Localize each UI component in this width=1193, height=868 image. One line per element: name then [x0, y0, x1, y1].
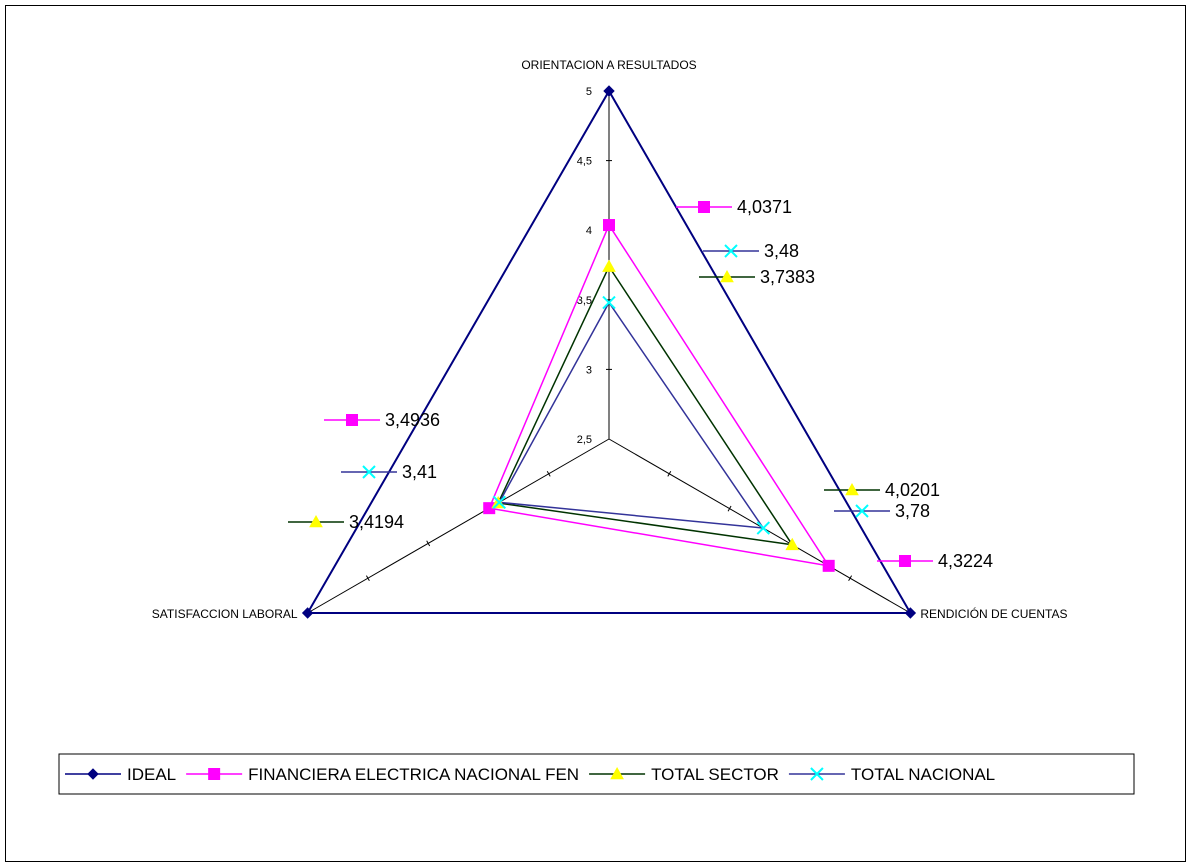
- data-label-financiera-electrica-nacional-fen-3: 3,4936: [385, 410, 440, 430]
- legend-label-financiera-electrica-nacional-fen: FINANCIERA ELECTRICA NACIONAL FEN: [248, 765, 579, 784]
- data-label-total-sector-3: 3,4194: [349, 512, 404, 532]
- tick-label: 4,5: [577, 156, 592, 168]
- data-label-marker: [724, 244, 738, 258]
- data-point-total-nacional-2: [756, 521, 771, 535]
- data-label-total-nacional-3: 3,41: [402, 462, 437, 482]
- data-point-financiera-electrica-nacional-fen-1: [603, 219, 615, 232]
- data-point-ideal-1: [603, 85, 615, 97]
- axis-tick-mark: [848, 575, 853, 582]
- legend-marker-financiera-electrica-nacional-fen: [208, 768, 221, 780]
- tick-label: 2,5: [577, 434, 592, 446]
- legend-label-total-nacional: TOTAL NACIONAL: [851, 765, 995, 784]
- axis-spoke-satisfaccion-laboral: [307, 438, 610, 614]
- data-label-marker: [845, 482, 859, 496]
- data-label-marker: [362, 465, 376, 479]
- tick-label: 3,5: [577, 295, 592, 307]
- data-point-total-nacional-3: [492, 495, 507, 510]
- legend-marker-total-sector: [610, 766, 624, 780]
- series-line-total-sector: [497, 265, 794, 546]
- data-point-total-sector-2: [785, 537, 800, 551]
- data-label-total-nacional-2: 3,78: [895, 501, 930, 521]
- data-label-total-sector-1: 3,7383: [760, 267, 815, 287]
- chart-frame: [5, 5, 1186, 862]
- axis-label-rendicion-de-cuentas: RENDICIÓN DE CUENTAS: [920, 606, 1067, 621]
- data-point-financiera-electrica-nacional-fen-2: [822, 559, 835, 572]
- data-label-financiera-electrica-nacional-fen-1: 4,0371: [737, 197, 792, 217]
- tick-label: 3: [586, 364, 592, 376]
- axis-tick-mark: [365, 575, 370, 582]
- data-label-total-sector-2: 4,0201: [885, 480, 940, 500]
- data-label-marker: [346, 414, 358, 426]
- data-label-marker: [855, 504, 869, 518]
- axis-spoke-rendicion-de-cuentas: [608, 438, 911, 614]
- data-point-ideal-2: [904, 607, 917, 619]
- axis-label-satisfaccion-laboral: SATISFACCION LABORAL: [152, 607, 298, 621]
- series-line-financiera-electrica-nacional-fen: [488, 223, 831, 567]
- axis-tick-mark: [727, 505, 732, 512]
- data-label-marker: [698, 201, 710, 213]
- tick-label: 4: [586, 225, 592, 237]
- data-point-ideal-3: [301, 607, 314, 619]
- axis-tick-mark: [426, 540, 431, 547]
- legend-label-total-sector: TOTAL SECTOR: [651, 765, 779, 784]
- data-label-total-nacional-1: 3,48: [764, 241, 799, 261]
- data-label-marker: [899, 555, 911, 567]
- legend-marker-total-nacional: [810, 767, 824, 781]
- axis-tick-mark: [667, 470, 672, 477]
- data-label-financiera-electrica-nacional-fen-2: 4,3224: [938, 551, 993, 571]
- data-point-total-sector-1: [602, 259, 616, 272]
- axis-label-orientacion-a-resultados: ORIENTACION A RESULTADOS: [521, 58, 696, 72]
- axis-tick-mark: [546, 470, 551, 477]
- data-point-total-nacional-1: [602, 295, 616, 310]
- series-line-ideal: [305, 88, 913, 614]
- data-label-marker: [720, 269, 734, 283]
- series-line-total-nacional: [498, 301, 765, 529]
- legend-label-ideal: IDEAL: [127, 765, 176, 784]
- tick-label: 5: [586, 86, 592, 98]
- legend-marker-ideal: [87, 768, 99, 780]
- data-label-marker: [309, 514, 323, 528]
